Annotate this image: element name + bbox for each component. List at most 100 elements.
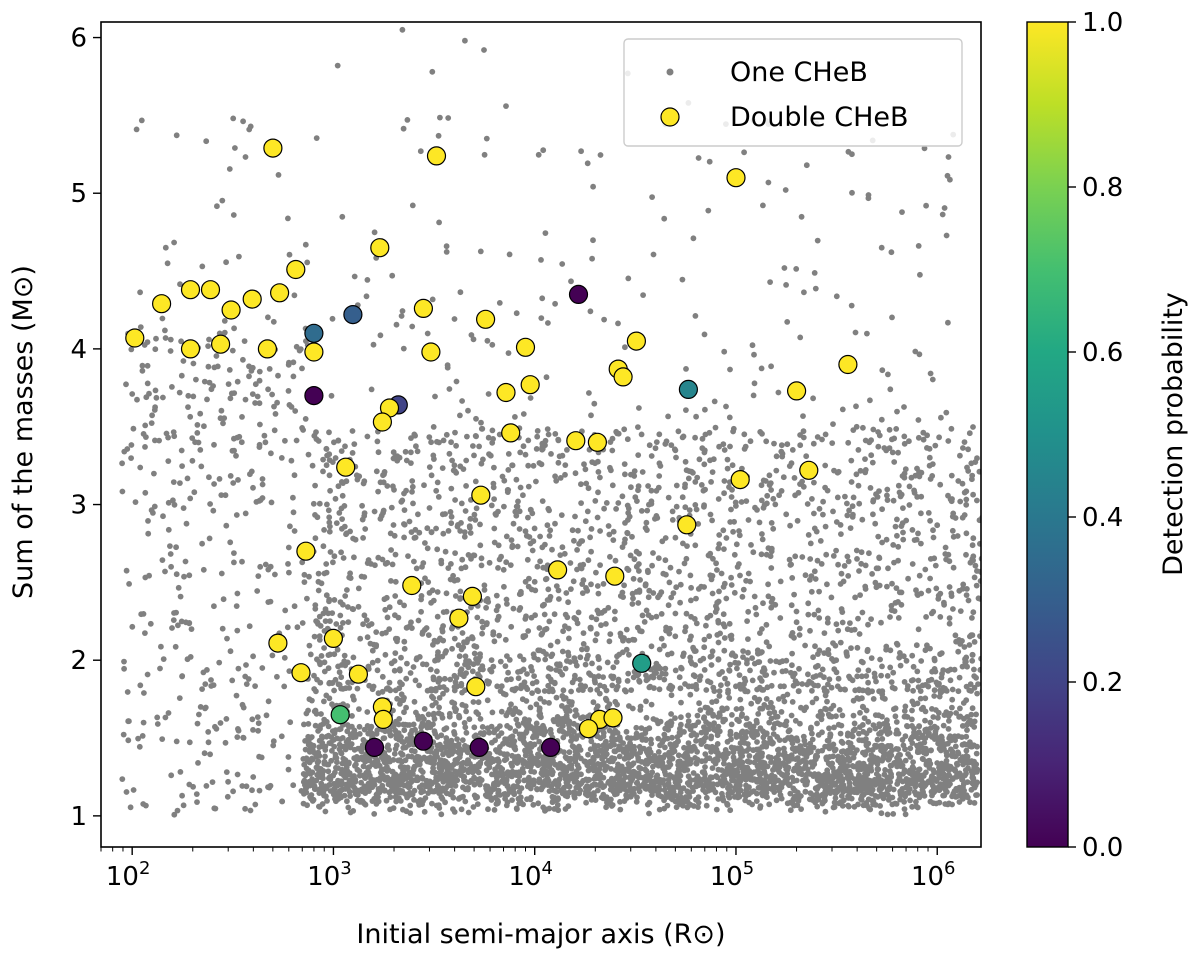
one-cheb-point bbox=[713, 606, 720, 612]
one-cheb-point bbox=[669, 734, 675, 741]
one-cheb-point bbox=[760, 600, 766, 607]
one-cheb-point bbox=[970, 491, 976, 498]
one-cheb-point bbox=[572, 672, 578, 679]
one-cheb-point bbox=[457, 747, 464, 754]
one-cheb-point bbox=[302, 738, 308, 744]
one-cheb-point bbox=[720, 527, 727, 534]
one-cheb-point bbox=[682, 504, 689, 511]
one-cheb-point bbox=[466, 716, 473, 723]
one-cheb-point bbox=[479, 663, 486, 670]
one-cheb-point bbox=[571, 537, 577, 544]
one-cheb-point bbox=[401, 727, 408, 734]
one-cheb-point bbox=[411, 558, 417, 565]
one-cheb-point bbox=[339, 492, 346, 499]
one-cheb-point bbox=[799, 681, 806, 687]
one-cheb-point bbox=[884, 497, 891, 503]
one-cheb-point bbox=[943, 788, 949, 795]
one-cheb-point bbox=[928, 747, 934, 754]
one-cheb-point bbox=[525, 483, 532, 490]
one-cheb-point bbox=[786, 727, 793, 734]
one-cheb-point bbox=[738, 705, 745, 712]
one-cheb-point bbox=[451, 721, 458, 728]
one-cheb-point bbox=[946, 718, 952, 724]
one-cheb-point bbox=[349, 713, 355, 719]
one-cheb-point bbox=[494, 800, 501, 807]
one-cheb-point bbox=[648, 487, 655, 494]
one-cheb-point bbox=[710, 781, 717, 788]
one-cheb-point bbox=[964, 663, 970, 670]
one-cheb-point bbox=[706, 633, 713, 640]
one-cheb-point bbox=[573, 616, 580, 623]
one-cheb-point bbox=[788, 712, 795, 719]
one-cheb-point bbox=[781, 698, 788, 705]
one-cheb-point bbox=[490, 663, 497, 670]
one-cheb-point bbox=[681, 767, 688, 774]
one-cheb-point bbox=[619, 746, 626, 752]
one-cheb-point bbox=[721, 546, 727, 552]
one-cheb-point bbox=[407, 802, 414, 809]
one-cheb-point bbox=[461, 529, 468, 535]
one-cheb-point bbox=[739, 593, 746, 600]
one-cheb-point bbox=[731, 794, 738, 800]
one-cheb-point bbox=[865, 679, 871, 686]
one-cheb-point bbox=[724, 465, 731, 472]
one-cheb-point bbox=[569, 527, 576, 534]
one-cheb-point bbox=[560, 628, 566, 635]
one-cheb-point bbox=[901, 474, 908, 481]
one-cheb-point bbox=[570, 743, 577, 750]
one-cheb-point bbox=[311, 686, 318, 692]
one-cheb-point bbox=[325, 610, 332, 617]
one-cheb-point bbox=[381, 787, 388, 794]
one-cheb-point bbox=[587, 758, 594, 765]
one-cheb-point bbox=[837, 759, 844, 766]
one-cheb-point bbox=[324, 501, 330, 508]
one-cheb-point bbox=[971, 800, 978, 806]
one-cheb-point bbox=[546, 507, 552, 514]
one-cheb-point bbox=[565, 778, 571, 785]
one-cheb-point bbox=[901, 708, 908, 714]
one-cheb-point bbox=[582, 791, 589, 797]
one-cheb-point bbox=[814, 720, 820, 727]
one-cheb-point bbox=[332, 495, 339, 502]
one-cheb-point bbox=[686, 507, 693, 513]
one-cheb-point bbox=[338, 549, 344, 556]
one-cheb-point bbox=[777, 615, 784, 621]
one-cheb-point bbox=[399, 751, 406, 758]
one-cheb-point bbox=[789, 774, 796, 781]
one-cheb-point bbox=[756, 696, 763, 703]
one-cheb-point bbox=[443, 725, 450, 731]
one-cheb-point bbox=[591, 776, 598, 782]
one-cheb-point bbox=[595, 469, 602, 475]
one-cheb-point bbox=[790, 745, 796, 752]
one-cheb-point bbox=[489, 709, 496, 716]
one-cheb-point bbox=[904, 723, 911, 730]
one-cheb-point bbox=[335, 796, 342, 802]
one-cheb-point bbox=[409, 478, 416, 484]
one-cheb-point bbox=[646, 810, 652, 817]
one-cheb-point bbox=[711, 688, 718, 694]
one-cheb-point bbox=[916, 723, 922, 730]
one-cheb-point bbox=[410, 664, 417, 670]
one-cheb-point bbox=[921, 792, 928, 799]
one-cheb-point bbox=[881, 755, 887, 761]
one-cheb-point bbox=[868, 655, 875, 661]
one-cheb-point bbox=[575, 765, 582, 771]
one-cheb-point bbox=[658, 635, 665, 642]
one-cheb-point bbox=[946, 767, 952, 774]
one-cheb-point bbox=[822, 688, 829, 695]
one-cheb-point bbox=[572, 756, 579, 763]
one-cheb-point bbox=[332, 769, 338, 776]
one-cheb-point bbox=[471, 650, 478, 657]
one-cheb-point bbox=[765, 704, 771, 711]
one-cheb-point bbox=[681, 729, 687, 735]
one-cheb-point bbox=[959, 663, 966, 670]
one-cheb-point bbox=[701, 769, 708, 775]
one-cheb-point bbox=[788, 602, 795, 609]
one-cheb-point bbox=[338, 750, 345, 757]
one-cheb-point bbox=[408, 449, 414, 456]
one-cheb-point bbox=[387, 794, 394, 800]
one-cheb-point bbox=[905, 683, 911, 689]
one-cheb-point bbox=[546, 788, 553, 794]
one-cheb-point bbox=[697, 707, 704, 713]
one-cheb-point bbox=[349, 450, 356, 456]
